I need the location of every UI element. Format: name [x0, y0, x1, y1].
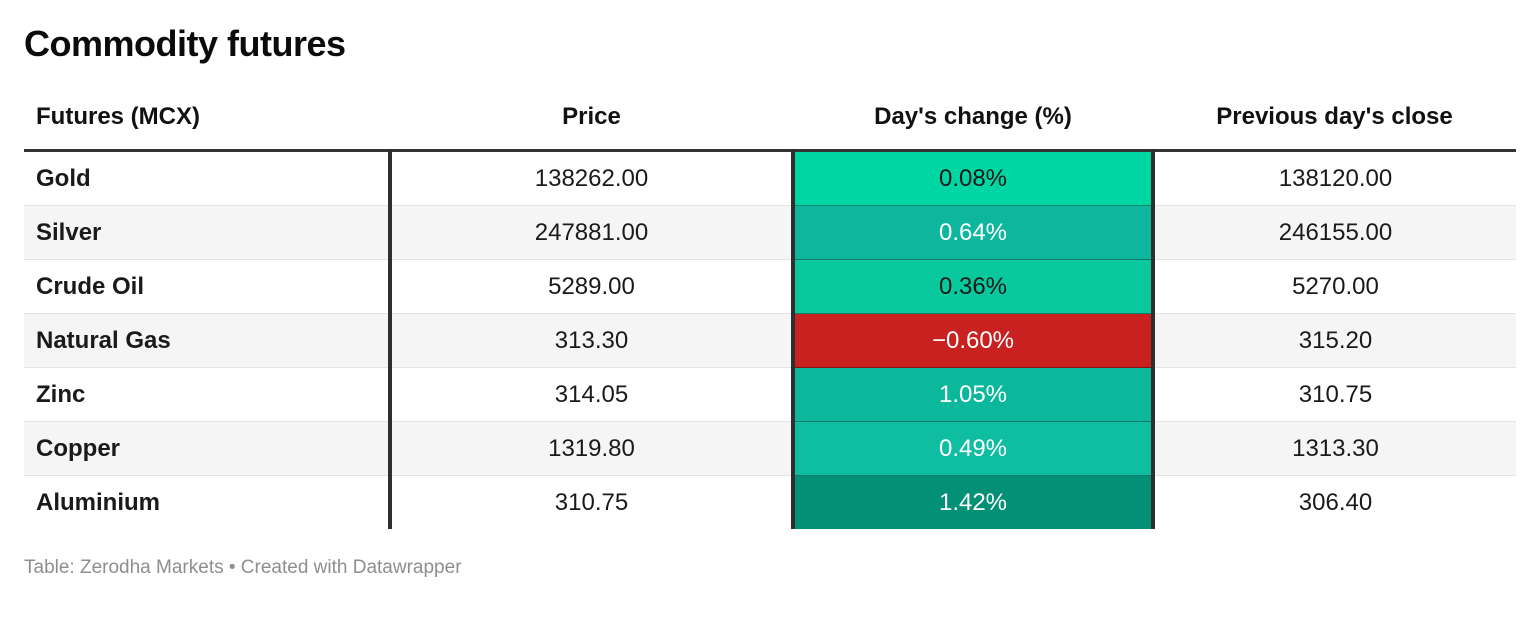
price-value: 5289.00	[390, 259, 793, 314]
change-value: 0.36%	[791, 259, 1155, 314]
prev-close-value: 315.20	[1153, 313, 1516, 368]
table-row: Silver 247881.00 0.64% 246155.00	[24, 205, 1516, 260]
prev-close-value: 310.75	[1153, 367, 1516, 422]
futures-name: Copper	[24, 421, 392, 476]
prev-close-value: 1313.30	[1153, 421, 1516, 476]
futures-name: Aluminium	[24, 475, 392, 530]
col-header-price: Price	[390, 97, 793, 153]
change-value: 0.49%	[791, 421, 1155, 476]
header-row: Futures (MCX) Price Day's change (%) Pre…	[24, 97, 1516, 153]
price-value: 314.05	[390, 367, 793, 422]
table-row: Zinc 314.05 1.05% 310.75	[24, 367, 1516, 422]
table-row: Copper 1319.80 0.49% 1313.30	[24, 421, 1516, 476]
futures-name: Zinc	[24, 367, 392, 422]
price-value: 138262.00	[534, 164, 649, 192]
col-header-futures: Futures (MCX)	[24, 97, 390, 153]
change-value: 0.64%	[791, 205, 1155, 260]
table-row: Natural Gas 313.30 −0.60% 315.20	[24, 313, 1516, 368]
price-value: 313.30	[390, 313, 793, 368]
change-value: −0.60%	[791, 313, 1155, 368]
col-header-days-change: Day's change (%)	[793, 97, 1153, 153]
prev-close-value: 138120.00	[1278, 164, 1393, 192]
prev-close-value: 5270.00	[1153, 259, 1516, 314]
table-row: Gold 138262.00 0.08% 138120.00	[24, 150, 1516, 206]
futures-name: Crude Oil	[24, 259, 392, 314]
commodity-futures-table: Futures (MCX) Price Day's change (%) Pre…	[24, 97, 1516, 530]
price-value: 1319.80	[390, 421, 793, 476]
futures-name: Gold	[24, 150, 392, 206]
attribution-text: Table: Zerodha Markets • Created with Da…	[24, 557, 462, 579]
change-value: 1.05%	[791, 367, 1155, 422]
price-value: 310.75	[390, 475, 793, 530]
prev-close-value: 246155.00	[1153, 205, 1516, 260]
table-row: Crude Oil 5289.00 0.36% 5270.00	[24, 259, 1516, 314]
prev-close-value: 306.40	[1153, 475, 1516, 530]
col-header-prev-close: Previous day's close	[1153, 97, 1516, 153]
change-value: 1.42%	[791, 475, 1155, 530]
futures-name: Natural Gas	[24, 313, 392, 368]
futures-name: Silver	[24, 205, 392, 260]
page-title: Commodity futures	[24, 23, 346, 64]
table-row: Aluminium 310.75 1.42% 306.40	[24, 475, 1516, 530]
change-value: 0.08%	[791, 150, 1155, 206]
price-value: 247881.00	[390, 205, 793, 260]
